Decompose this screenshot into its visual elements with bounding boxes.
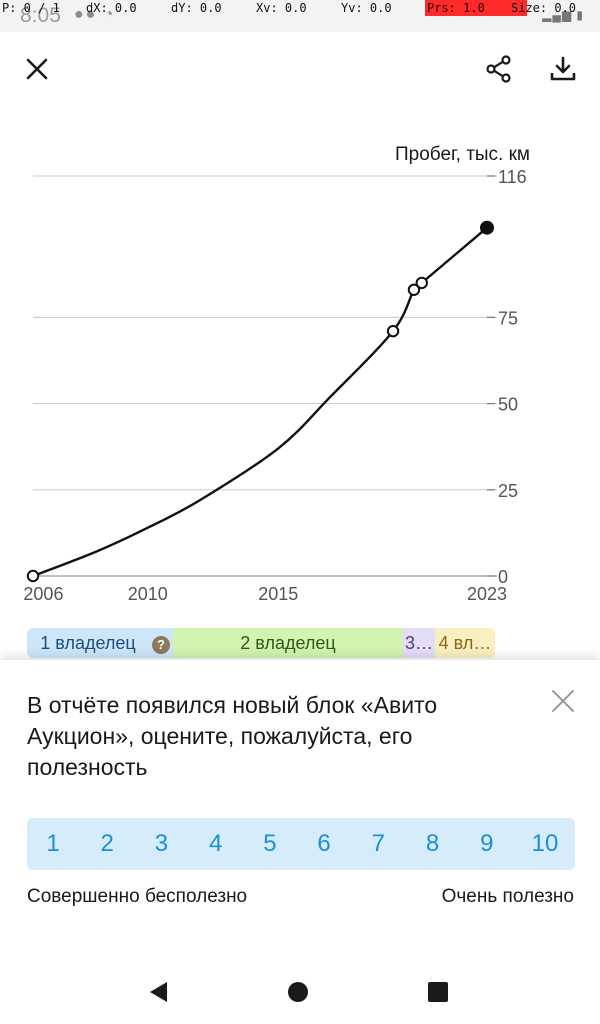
feedback-sheet: В отчёте появился новый блок «Авито Аукц… xyxy=(0,660,600,950)
back-button[interactable] xyxy=(148,981,170,1003)
owner-segment-2[interactable]: 2 владелец xyxy=(173,628,403,658)
feedback-message: В отчёте появился новый блок «Авито Аукц… xyxy=(27,692,438,780)
debug-dy: dY: 0.0 xyxy=(171,1,222,15)
data-point-marker xyxy=(407,283,421,296)
x-tick-label: 2010 xyxy=(128,584,168,604)
rating-option-9[interactable]: 9 xyxy=(480,830,494,857)
y-tick-label: 75 xyxy=(498,308,518,328)
x-tick-label: 2023 xyxy=(467,584,507,604)
rating-option-10[interactable]: 10 xyxy=(531,830,559,857)
debug-yv: Yv: 0.0 xyxy=(341,1,392,15)
download-icon xyxy=(550,56,576,81)
status-time: 8:05 xyxy=(20,4,61,27)
owners-timeline: 1 владелец ? 2 владелец 3… 4 вл… xyxy=(27,628,497,658)
mileage-chart-svg: 0 25 50 75 116 2006 2010 2015 2023 xyxy=(23,167,527,604)
rating-option-2[interactable]: 2 xyxy=(100,830,114,857)
rating-option-7[interactable]: 7 xyxy=(371,830,385,857)
y-axis-title: Пробег, тыс. км xyxy=(395,144,530,165)
rating-max-label: Очень полезно xyxy=(441,886,574,907)
data-point-marker xyxy=(480,220,494,235)
close-icon xyxy=(552,690,574,712)
rating-option-8[interactable]: 8 xyxy=(425,830,440,857)
share-button[interactable] xyxy=(477,47,521,91)
y-tick-label: 0 xyxy=(498,567,508,587)
rating-option-5[interactable]: 5 xyxy=(263,830,277,857)
data-point-marker xyxy=(415,276,428,290)
x-tick-label: 2006 xyxy=(23,584,63,604)
data-point-marker xyxy=(26,569,40,583)
y-tick-label: 25 xyxy=(498,481,518,501)
recents-button[interactable] xyxy=(428,982,448,1002)
notification-icons: ●● ◔ xyxy=(74,6,116,23)
rating-option-4[interactable]: 4 xyxy=(208,830,223,857)
feedback-close-button[interactable] xyxy=(546,684,580,718)
download-button[interactable] xyxy=(541,47,585,91)
close-button[interactable] xyxy=(15,47,59,91)
owner-segment-1[interactable]: 1 владелец xyxy=(27,628,149,658)
system-nav-bar xyxy=(0,950,600,1024)
owner-segment-4[interactable]: 4 вл… xyxy=(435,628,495,658)
pointer-debug-overlay: P: 0 / 1 dX: 0.0 dY: 0.0 Xv: 0.0 Yv: 0.0… xyxy=(0,0,600,16)
debug-xv: Xv: 0.0 xyxy=(256,1,307,15)
signal-battery-icons: ▂▄▆ ▮ xyxy=(542,8,584,22)
close-icon xyxy=(26,58,48,80)
owner-unknown-segment[interactable]: ? xyxy=(149,628,173,658)
owner-segment-3[interactable]: 3… xyxy=(403,628,435,658)
debug-prs: Prs: 1.0 xyxy=(425,0,527,16)
rating-option-3[interactable]: 3 xyxy=(154,830,169,857)
rating-option-1[interactable]: 1 xyxy=(46,830,60,857)
question-icon: ? xyxy=(152,636,170,654)
data-point-marker xyxy=(386,324,400,338)
rating-min-label: Совершенно бесполезно xyxy=(27,886,248,907)
debug-dx: dX: 0.0 xyxy=(86,1,137,15)
debug-p: P: 0 / 1 xyxy=(2,1,60,15)
y-tick-label: 50 xyxy=(498,395,518,415)
home-button[interactable] xyxy=(288,982,308,1002)
y-tick-label: 116 xyxy=(498,167,527,187)
rating-scale: 1 2 3 4 5 6 7 8 9 10 xyxy=(27,818,575,870)
share-icon xyxy=(486,55,511,83)
x-tick-label: 2015 xyxy=(258,584,298,604)
debug-size: Size: 0.0 xyxy=(511,1,577,15)
rating-option-6[interactable]: 6 xyxy=(317,830,331,857)
mileage-chart[interactable]: 0 25 50 75 116 2006 2010 2015 2023 Пробег, тыс. … xyxy=(0,130,600,610)
